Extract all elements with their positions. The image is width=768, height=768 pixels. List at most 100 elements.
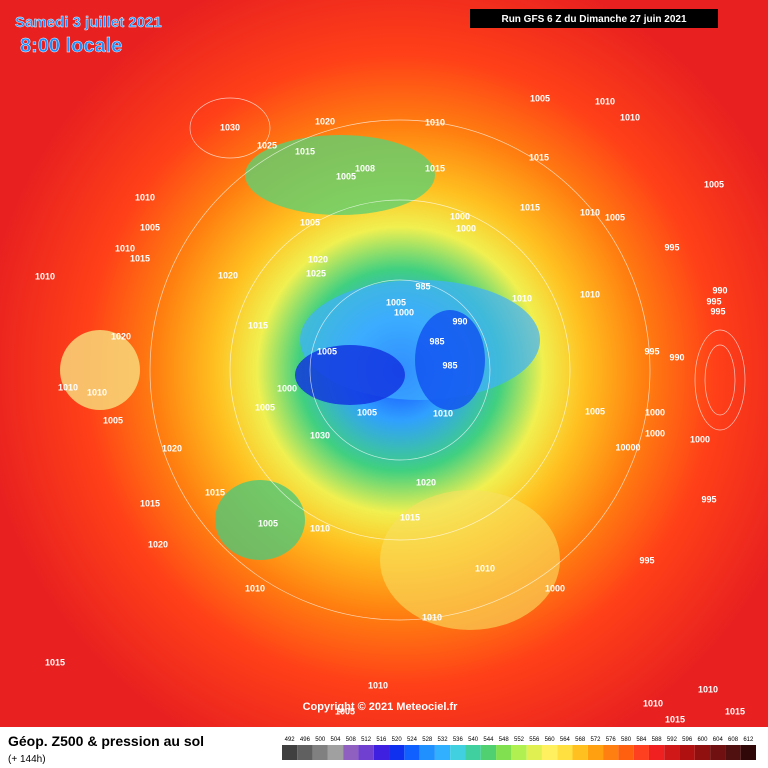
pressure-label: 1000 — [645, 407, 665, 417]
scale-label: 604 — [713, 737, 724, 743]
pressure-label: 1010 — [87, 387, 107, 397]
scale-label: 568 — [575, 737, 586, 743]
pressure-label: 985 — [429, 336, 444, 346]
ridge — [380, 490, 560, 630]
pressure-label: 1015 — [140, 498, 160, 508]
scale-swatch — [343, 745, 359, 760]
pressure-label: 1005 — [335, 706, 355, 716]
pressure-label: 995 — [664, 242, 679, 252]
scale-label: 516 — [376, 737, 387, 743]
pressure-label: 1010 — [620, 112, 640, 122]
scale-swatch — [694, 745, 711, 760]
pressure-label: 1015 — [520, 202, 540, 212]
pressure-label: 1020 — [162, 443, 182, 453]
scale-swatch — [679, 745, 695, 760]
scale-label: 576 — [606, 737, 617, 743]
scale-swatch — [434, 745, 451, 760]
pressure-label: 1015 — [248, 320, 268, 330]
scale-swatch — [587, 745, 604, 760]
scale-swatch — [480, 745, 497, 760]
pressure-label: 1020 — [416, 477, 436, 487]
pressure-label: 1015 — [665, 714, 685, 724]
pressure-label: 1020 — [148, 539, 168, 549]
pressure-label: 1000 — [545, 583, 565, 593]
scale-swatch — [404, 745, 420, 760]
scale-label: 520 — [392, 737, 403, 743]
scale-label: 560 — [545, 737, 556, 743]
pressure-label: 1010 — [135, 192, 155, 202]
scale-swatch — [465, 745, 481, 760]
scale-label: 528 — [422, 737, 433, 743]
pressure-label: 1000 — [645, 428, 665, 438]
pressure-label: 995 — [710, 306, 725, 316]
scale-swatch — [526, 745, 542, 760]
time: 8:00 locale — [20, 35, 122, 57]
pressure-label: 995 — [701, 494, 716, 504]
pressure-label: 1025 — [306, 268, 326, 278]
pressure-label: 1020 — [315, 116, 335, 126]
scale-label: 584 — [636, 737, 647, 743]
scale-label: 540 — [468, 737, 479, 743]
pressure-label: 1010 — [425, 117, 445, 127]
scale-swatch — [618, 745, 634, 760]
scale-label: 588 — [652, 737, 663, 743]
pressure-label: 1005 — [357, 407, 377, 417]
scale-label: 504 — [331, 737, 342, 743]
scale-swatch — [312, 745, 328, 760]
scale-label: 592 — [667, 737, 678, 743]
scale-label: 612 — [743, 737, 754, 743]
pressure-label: 1010 — [368, 680, 388, 690]
scale-swatch — [541, 745, 558, 760]
low — [295, 345, 405, 405]
pressure-label: 1005 — [585, 406, 605, 416]
scale-swatch — [450, 745, 466, 760]
run-info: Run GFS 6 Z du Dimanche 27 juin 2021 — [501, 14, 686, 25]
pressure-label: 1010 — [310, 523, 330, 533]
pressure-label: 1015 — [400, 512, 420, 522]
pressure-label: 990 — [669, 352, 684, 362]
pressure-label: 1010 — [35, 271, 55, 281]
scale-label: 536 — [453, 737, 464, 743]
pressure-label: 990 — [452, 316, 467, 326]
pressure-label: 1005 — [530, 93, 550, 103]
scale-swatch — [633, 745, 649, 760]
scale-label: 608 — [728, 737, 739, 743]
pressure-label: 1015 — [725, 706, 745, 716]
pressure-label: 1008 — [355, 163, 375, 173]
scale-swatch — [297, 745, 313, 760]
footer-title: Géop. Z500 & pression au sol — [8, 733, 204, 749]
high — [60, 330, 140, 410]
pressure-label: 1015 — [529, 152, 549, 162]
pressure-label: 1000 — [450, 211, 470, 221]
pressure-label: 1005 — [140, 222, 160, 232]
pressure-label: 1000 — [690, 434, 710, 444]
scale-label: 548 — [499, 737, 510, 743]
pressure-label: 10000 — [615, 442, 640, 452]
pressure-label: 995 — [639, 555, 654, 565]
scale-swatch — [648, 745, 665, 760]
scale-label: 496 — [300, 737, 311, 743]
scale-swatch — [496, 745, 512, 760]
pressure-label: 1010 — [643, 698, 663, 708]
pressure-label: 1010 — [245, 583, 265, 593]
scale-label: 580 — [621, 737, 632, 743]
scale-label: 564 — [560, 737, 571, 743]
scale-swatch — [282, 745, 298, 760]
scale-swatch — [511, 745, 527, 760]
scale-swatch — [725, 745, 741, 760]
pressure-label: 1005 — [255, 402, 275, 412]
color-scale: 492 496 500 504 508 512 516 520 524 528 532 536 540 5… — [282, 737, 756, 760]
pressure-label: 1020 — [308, 254, 328, 264]
scale-label: 600 — [697, 737, 708, 743]
pressure-label: 1005 — [605, 212, 625, 222]
pressure-label: 985 — [415, 281, 430, 291]
pressure-label: 1010 — [115, 243, 135, 253]
scale-swatch — [664, 745, 680, 760]
pressure-label: 1025 — [257, 140, 277, 150]
scale-label: 508 — [346, 737, 357, 743]
scale-swatch — [557, 745, 573, 760]
pressure-label: 1005 — [336, 171, 356, 181]
trough — [215, 480, 305, 560]
low — [415, 310, 485, 410]
